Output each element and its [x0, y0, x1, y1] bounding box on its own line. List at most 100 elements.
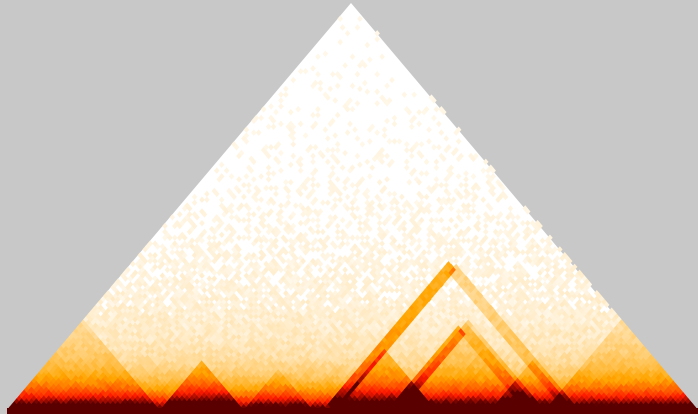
contact-cell: [322, 330, 329, 338]
contact-cell: [176, 403, 183, 411]
contact-cell: [332, 202, 338, 209]
contact-cell: [258, 319, 264, 326]
contact-cell: [241, 292, 247, 300]
contact-cell: [357, 301, 363, 309]
contact-cell: [186, 403, 193, 411]
contact-cell: [167, 322, 173, 329]
contact-cell: [110, 307, 116, 314]
contact-cell: [334, 292, 341, 300]
contact-cell: [184, 400, 190, 408]
contact-cell: [162, 392, 168, 399]
contact-cell: [241, 398, 247, 405]
contact-cell: [174, 249, 181, 256]
contact-cell: [107, 310, 114, 317]
contact-cell: [102, 333, 109, 341]
contact-cell: [322, 325, 329, 332]
contact-cell: [288, 237, 294, 244]
contact-cell: [278, 219, 284, 227]
contact-cell: [228, 214, 235, 221]
contact-cell: [473, 152, 479, 160]
contact-cell: [159, 354, 166, 361]
contact-cell: [159, 313, 166, 320]
contact-cell: [268, 342, 274, 349]
contact-cell: [130, 389, 136, 396]
contact-cell: [320, 199, 326, 206]
contact-cell: [268, 330, 274, 338]
contact-cell: [473, 181, 479, 189]
contact-cell: [149, 289, 156, 297]
contact-cell: [280, 310, 287, 317]
contact-cell: [255, 187, 262, 195]
contact-cell: [317, 208, 324, 215]
contact-cell: [401, 219, 408, 227]
contact-cell: [295, 287, 301, 294]
contact-cell: [73, 403, 79, 411]
contact-cell: [268, 377, 274, 385]
contact-cell: [218, 360, 225, 367]
contact-cell: [391, 237, 398, 244]
contact-cell: [290, 76, 297, 84]
contact-cell: [33, 392, 40, 399]
contact-cell: [248, 289, 255, 297]
contact-cell: [369, 252, 376, 259]
contact-cell: [270, 117, 277, 125]
contact-cell: [80, 383, 87, 390]
contact-cell: [253, 266, 260, 274]
contact-cell: [93, 322, 99, 329]
contact-cell: [310, 380, 316, 387]
contact-cell: [221, 310, 227, 317]
contact-cell: [80, 371, 87, 379]
contact-cell: [268, 307, 274, 314]
contact-cell: [176, 298, 183, 306]
contact-cell: [344, 287, 351, 294]
contact-cell: [162, 310, 168, 317]
contact-cell: [139, 289, 146, 297]
contact-cell: [428, 216, 435, 224]
contact-cell: [379, 94, 385, 101]
contact-cell: [152, 263, 158, 271]
contact-cell: [162, 316, 168, 323]
contact-cell: [344, 193, 351, 201]
contact-cell: [290, 246, 297, 253]
contact-cell: [38, 368, 45, 376]
contact-cell: [246, 298, 252, 306]
contact-cell: [221, 287, 227, 294]
contact-cell: [137, 392, 144, 399]
contact-cell: [172, 287, 178, 294]
contact-cell: [172, 240, 178, 247]
contact-cell: [300, 234, 306, 241]
contact-cell: [394, 199, 400, 206]
contact-cell: [184, 330, 190, 338]
contact-cell: [80, 342, 87, 349]
contact-cell: [258, 114, 264, 122]
contact-cell: [189, 348, 195, 355]
contact-cell: [396, 138, 403, 145]
contact-cell: [93, 327, 99, 335]
contact-cell: [246, 392, 252, 399]
contact-cell: [283, 330, 289, 338]
contact-cell: [236, 269, 242, 276]
contact-cell: [236, 380, 242, 387]
contact-cell: [275, 216, 282, 224]
contact-cell: [218, 395, 225, 402]
contact-cell: [246, 380, 252, 387]
contact-cell: [248, 307, 255, 314]
contact-cell: [206, 357, 213, 364]
contact-cell: [221, 368, 227, 376]
contact-cell: [300, 380, 306, 387]
contact-cell: [120, 400, 126, 408]
contact-cell: [302, 266, 309, 274]
contact-cell: [278, 214, 284, 221]
contact-cell: [51, 400, 57, 408]
contact-cell: [288, 330, 294, 338]
contact-cell: [453, 146, 459, 154]
contact-cell: [433, 106, 440, 113]
contact-cell: [292, 319, 299, 326]
contact-cell: [364, 193, 371, 201]
contact-cell: [260, 216, 267, 224]
contact-cell: [157, 257, 163, 265]
contact-cell: [376, 219, 383, 227]
contact-cell: [115, 313, 121, 320]
contact-cell: [139, 278, 146, 285]
contact-cell: [115, 330, 121, 338]
